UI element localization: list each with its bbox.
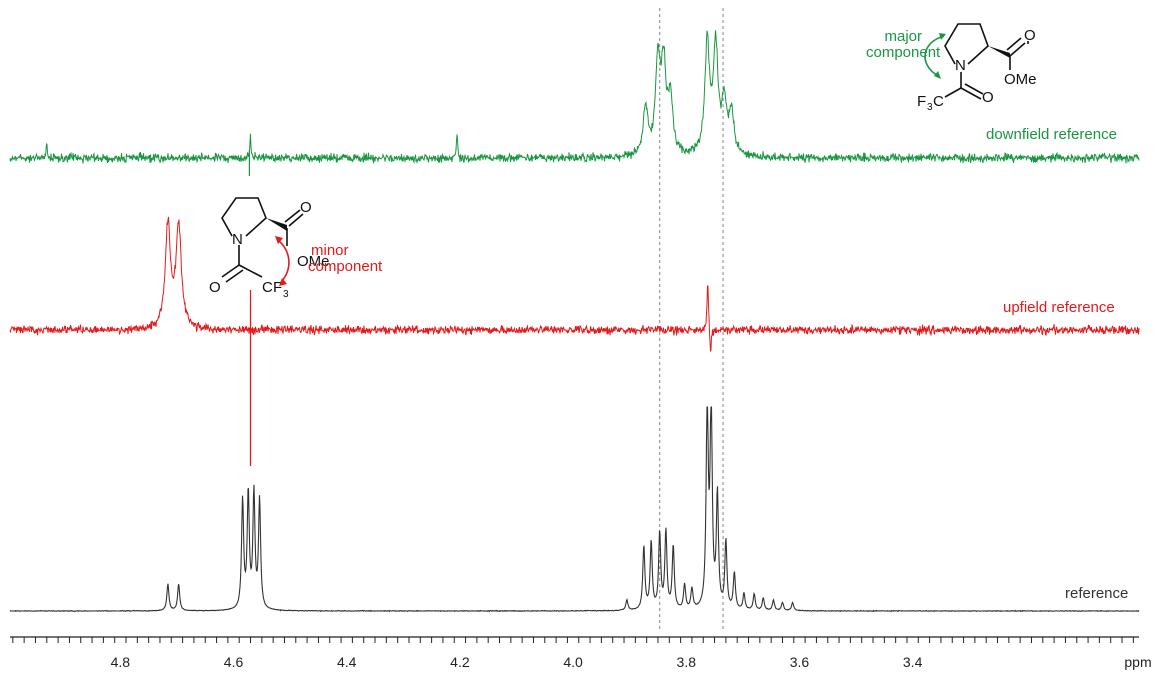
spectrum-traces [9,30,1140,613]
minor-c-o-bond [221,264,240,278]
minor-component-label: minor component [308,243,382,275]
x-axis: 4.8 4.6 4.4 4.2 4.0 3.8 3.6 3.4 ppm [10,636,1152,670]
reference-trace [9,406,1140,613]
major-c-o-double [964,83,984,95]
x-axis-unit-label: ppm [1124,654,1151,670]
minor-ester-c-o-double [284,209,301,223]
minor-component-line1: minor [311,242,349,259]
major-c-cf3-bond [944,87,962,98]
x-tick-label: 4.4 [337,654,357,670]
minor-arrow-head-top [275,236,283,244]
minor-component-structure: N O OMe O C F 3 [209,197,330,300]
major-component-structure: N O OMe O F 3 C [917,23,1037,113]
major-arrow-head-top [939,33,946,40]
minor-o-carbonyl-amide: O [209,279,221,296]
x-tick-label: 4.0 [563,654,583,670]
minor-wedge-bond [266,218,287,231]
major-noe-arrow [924,35,945,77]
major-o-carbonyl-ester: O [1024,27,1036,44]
minor-o-carbonyl-ester: O [300,199,312,216]
minor-noe-arrow [277,239,290,283]
minor-ome-group: OMe [297,253,330,270]
major-n-atom: N [955,57,966,74]
minor-c-cf3-bond [238,264,263,278]
x-axis-tick-labels: 4.8 4.6 4.4 4.2 4.0 3.8 3.6 3.4 [111,654,923,670]
major-ester-c-o-double [1006,37,1022,51]
x-tick-label: 3.6 [790,654,810,670]
major-ester-bond [1009,42,1026,57]
major-c-atom: C [933,93,944,110]
minor-f-subscript: 3 [283,289,289,300]
downfield-reference-label: downfield reference [986,126,1117,143]
major-o-carbonyl-amide: O [982,89,994,106]
major-f-atom: F [917,93,926,110]
x-tick-label: 4.8 [111,654,131,670]
major-component-label: major component [866,28,941,61]
minor-ring-bonds [221,197,267,237]
major-ome-group: OMe [1004,71,1037,88]
major-component-line1: major [884,28,922,45]
minor-arrow-head-bottom [279,278,287,286]
upfield-reference-trace [9,216,1140,352]
x-tick-label: 4.2 [450,654,470,670]
minor-component-line2: component [308,258,383,275]
x-tick-label: 4.6 [224,654,244,670]
reference-label: reference [1065,585,1129,602]
x-axis-ticks [12,637,1134,643]
minor-c-atom: C [262,279,273,296]
x-tick-label: 3.4 [903,654,923,670]
minor-n-atom: N [232,231,243,248]
major-component-line2: component [866,44,941,61]
upfield-reference-label: upfield reference [1003,299,1115,316]
downfield-reference-trace [9,30,1140,165]
major-arrow-head-bottom [934,71,941,79]
major-wedge-bond [988,46,1010,58]
major-f-subscript: 3 [927,102,933,113]
major-c-o-bond [960,87,982,100]
reference-lines [659,8,724,630]
minor-ester-c-o-double-2 [288,213,304,227]
major-ring-bonds [944,23,989,65]
x-tick-label: 3.8 [677,654,697,670]
minor-c-o-double [225,269,244,283]
minor-f-atom: F [273,279,282,296]
